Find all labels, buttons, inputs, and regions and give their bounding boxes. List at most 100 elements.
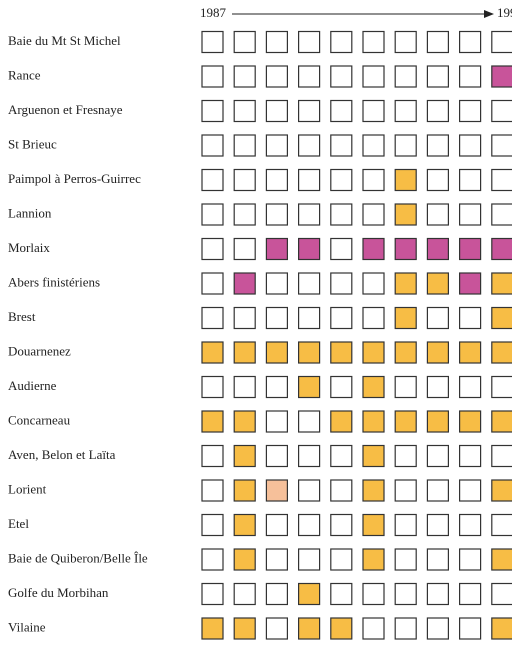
cell [298, 306, 321, 330]
cell [265, 65, 288, 88]
cell [233, 203, 256, 226]
cell [394, 272, 417, 295]
cell [201, 65, 224, 88]
cell [298, 134, 321, 157]
cell [201, 272, 224, 295]
cell [298, 410, 321, 433]
cell [298, 548, 321, 571]
end-year: 1996 [497, 5, 512, 20]
cell [201, 30, 224, 54]
cell [233, 30, 256, 54]
cell [330, 479, 353, 502]
cell [459, 30, 482, 54]
cell [459, 582, 482, 606]
cell [265, 513, 288, 537]
cell [265, 30, 288, 54]
cell [362, 375, 385, 399]
cell [362, 548, 385, 571]
cell [298, 582, 321, 606]
cell [394, 548, 417, 571]
row-label: Baie du Mt St Michel [8, 33, 121, 48]
cell [426, 203, 449, 226]
cell [491, 444, 512, 468]
cell [201, 341, 224, 364]
row-label: Baie de Quiberon/Belle Île [8, 550, 148, 565]
cell [491, 341, 512, 364]
row-label: Vilaine [8, 619, 46, 634]
cell [394, 410, 417, 433]
cell [426, 410, 449, 433]
cell [265, 375, 288, 399]
cell [330, 617, 353, 640]
cell [426, 513, 449, 537]
cell [330, 548, 353, 571]
cell [233, 375, 256, 399]
cell [362, 237, 385, 261]
cell [491, 272, 512, 295]
cell [330, 30, 353, 54]
cell [459, 306, 482, 330]
cell [330, 375, 353, 399]
cell [459, 617, 482, 640]
cell [394, 479, 417, 502]
cell [426, 237, 449, 261]
cell [330, 341, 353, 364]
cell [330, 168, 353, 192]
cell [394, 99, 417, 123]
row-label: Concarneau [8, 412, 71, 427]
cell [394, 30, 417, 54]
row-label: Douarnenez [8, 343, 71, 358]
cell [491, 306, 512, 330]
cell [330, 410, 353, 433]
cell [362, 479, 385, 502]
cell [265, 444, 288, 468]
cell [233, 168, 256, 192]
row-label: Abers finistériens [8, 274, 100, 289]
cell [459, 375, 482, 399]
cell [459, 479, 482, 502]
cell [394, 168, 417, 192]
cell [201, 548, 224, 571]
cell [201, 582, 224, 606]
cell [459, 272, 482, 295]
cell [201, 306, 224, 330]
cell [459, 513, 482, 537]
cell [298, 444, 321, 468]
cell [394, 65, 417, 88]
cell [394, 134, 417, 157]
row-label: Paimpol à Perros-Guirrec [8, 171, 141, 186]
cell [265, 272, 288, 295]
cell [233, 237, 256, 261]
cell [298, 65, 321, 88]
cell [233, 617, 256, 640]
row-label: Aven, Belon et Laïta [8, 447, 116, 462]
cell [265, 168, 288, 192]
cell [201, 479, 224, 502]
cell [201, 444, 224, 468]
cell [265, 237, 288, 261]
cell [298, 375, 321, 399]
cell [491, 617, 512, 640]
cell [201, 99, 224, 123]
cell [265, 203, 288, 226]
cell [426, 272, 449, 295]
cell [330, 306, 353, 330]
cell [233, 65, 256, 88]
cell [233, 513, 256, 537]
cell [394, 203, 417, 226]
cell [426, 444, 449, 468]
cell [233, 479, 256, 502]
cell [394, 444, 417, 468]
cell [233, 444, 256, 468]
cell [362, 272, 385, 295]
cell [362, 65, 385, 88]
cell [330, 272, 353, 295]
cell [426, 99, 449, 123]
row-label: St Brieuc [8, 136, 57, 151]
cell [362, 134, 385, 157]
cell [362, 168, 385, 192]
row-label: Etel [8, 516, 29, 531]
cell [298, 99, 321, 123]
cell [394, 375, 417, 399]
